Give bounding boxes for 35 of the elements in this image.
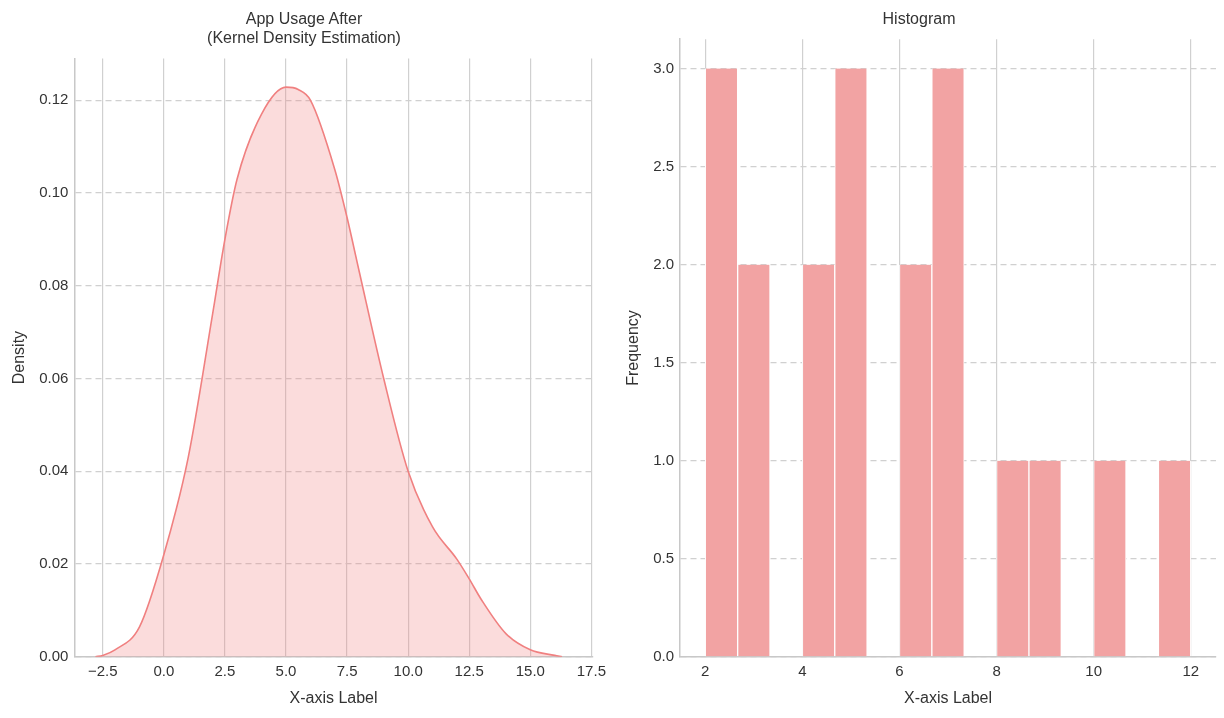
x-tick-label: 12.5 — [454, 661, 484, 679]
x-tick-label: 2.5 — [214, 661, 236, 679]
x-tick-label: 17.5 — [576, 661, 606, 679]
x-axis-title: X-axis Label — [289, 688, 378, 706]
y-tick-label: 0.12 — [39, 90, 69, 108]
x-tick-label: 10 — [1085, 661, 1103, 679]
y-tick-label: 0.00 — [39, 646, 69, 664]
y-axis-title: Frequency — [624, 310, 642, 386]
x-tick-label: 0.0 — [153, 661, 175, 679]
x-tick-label: 7.5 — [336, 661, 358, 679]
x-tick-label: 5.0 — [275, 661, 297, 679]
chart-title: Histogram — [882, 10, 956, 28]
x-tick-label: 12 — [1182, 661, 1200, 679]
chart-title: App Usage After (Kernel Density Estimation) — [207, 10, 401, 47]
y-tick-label: 0.06 — [39, 368, 69, 386]
y-axis-title: Density — [10, 330, 28, 385]
y-tick-label: 0.04 — [39, 461, 69, 479]
x-tick-label: 8 — [992, 661, 1001, 679]
x-tick-label: 4 — [798, 661, 807, 679]
x-tick-label: −2.5 — [87, 661, 118, 679]
y-tick-label: 3.0 — [653, 58, 675, 76]
y-tick-label: 0.0 — [653, 646, 675, 664]
x-tick-label: 6 — [895, 661, 904, 679]
y-tick-label: 2.0 — [653, 254, 675, 272]
x-tick-label: 15.0 — [515, 661, 545, 679]
y-tick-label: 1.5 — [653, 352, 675, 370]
y-tick-label: 0.5 — [653, 548, 675, 566]
y-tick-label: 0.02 — [39, 554, 69, 572]
x-tick-label: 2 — [701, 661, 710, 679]
y-tick-label: 0.08 — [39, 275, 69, 293]
y-tick-label: 2.5 — [653, 156, 675, 174]
x-tick-label: 10.0 — [393, 661, 423, 679]
y-tick-label: 0.10 — [39, 183, 69, 201]
y-tick-label: 1.0 — [653, 450, 675, 468]
x-axis-title: X-axis Label — [904, 688, 993, 706]
